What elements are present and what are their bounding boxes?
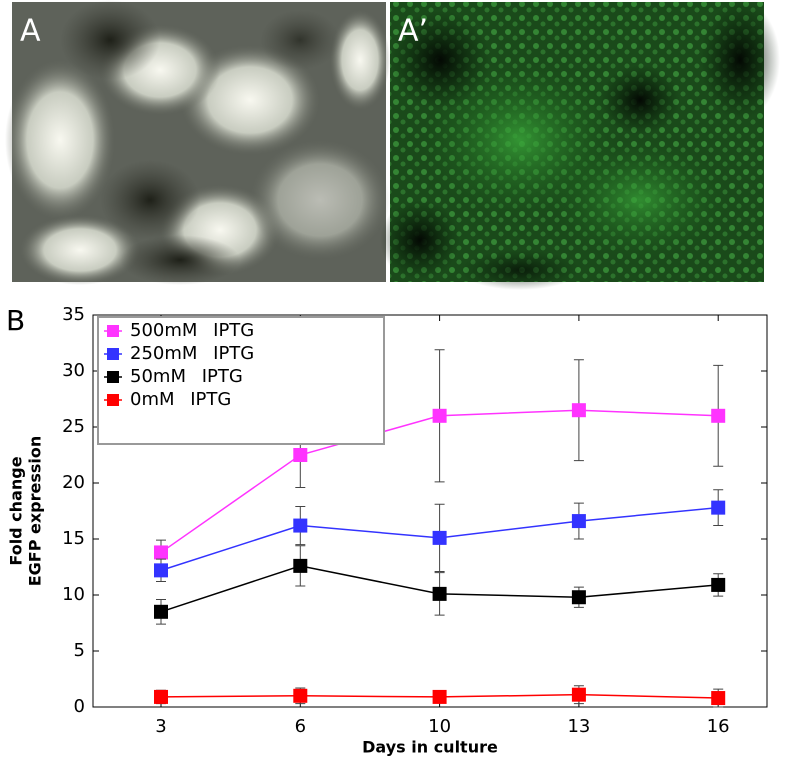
x-tick-label: 10	[428, 716, 451, 737]
marker	[711, 408, 726, 423]
plot-frame	[92, 314, 768, 708]
x-tick-label: 6	[295, 716, 306, 737]
marker	[571, 590, 586, 605]
y-tick-label: 15	[62, 528, 85, 549]
marker	[432, 408, 447, 423]
marker	[711, 577, 726, 592]
panel-label: B	[6, 304, 25, 337]
legend-box	[97, 316, 385, 445]
marker	[432, 530, 447, 545]
marker	[571, 687, 586, 702]
marker	[432, 689, 447, 704]
y-axis-label: Fold change	[7, 456, 26, 565]
y-axis-label: EGFP expression	[26, 436, 45, 587]
panel-label: A’	[398, 14, 428, 49]
y-tick-label: 35	[62, 304, 85, 325]
marker	[711, 500, 726, 515]
marker	[154, 689, 168, 704]
y-tick-label: 0	[74, 696, 85, 717]
marker	[293, 448, 308, 462]
x-tick-label: 3	[155, 716, 166, 737]
legend-label: 50mM IPTG	[130, 366, 243, 387]
marker	[571, 514, 586, 529]
legend-marker	[107, 325, 119, 337]
legend-label: 0mM IPTG	[130, 389, 231, 410]
marker	[293, 688, 308, 703]
marker	[293, 518, 308, 533]
micrograph-a-prime	[380, 0, 780, 290]
marker	[154, 563, 168, 578]
marker	[154, 604, 168, 619]
y-tick-label: 20	[62, 472, 85, 493]
x-axis-label: Days in culture	[362, 738, 498, 757]
legend-label: 250mM IPTG	[130, 343, 254, 364]
micrograph-a	[5, 0, 390, 285]
y-tick-label: 25	[62, 416, 85, 437]
marker	[432, 586, 447, 601]
x-tick-label: 13	[567, 716, 590, 737]
legend-marker	[107, 348, 119, 360]
panel-label: A	[20, 14, 41, 49]
x-tick-label: 16	[707, 716, 730, 737]
marker	[154, 545, 168, 560]
legend-label: 500mM IPTG	[130, 320, 254, 341]
marker	[571, 403, 586, 418]
y-tick-label: 30	[62, 360, 85, 381]
legend-marker	[107, 394, 119, 406]
marker	[711, 691, 726, 706]
marker	[293, 558, 308, 573]
legend-marker	[107, 371, 119, 383]
y-tick-label: 5	[74, 640, 85, 661]
y-tick-label: 10	[62, 584, 85, 605]
